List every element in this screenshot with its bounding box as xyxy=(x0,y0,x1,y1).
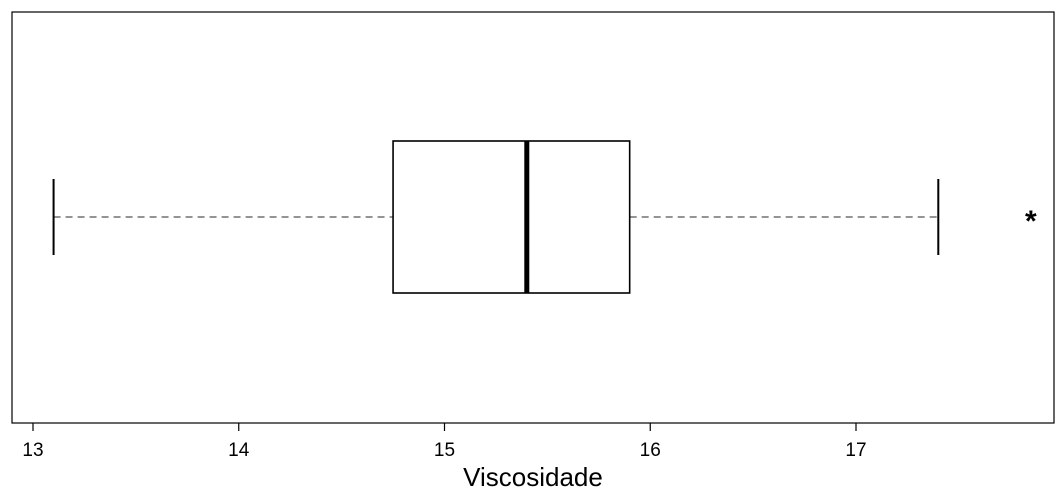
x-axis: 13 14 15 16 17 xyxy=(22,423,867,461)
x-tick-label-16: 16 xyxy=(640,440,661,461)
interquartile-box xyxy=(392,140,631,294)
boxplot-series: * xyxy=(52,140,1037,294)
x-tick-label-13: 13 xyxy=(22,440,43,461)
plot-frame xyxy=(11,11,1055,424)
x-tick-label-14: 14 xyxy=(228,440,250,461)
x-tick-label-15: 15 xyxy=(434,440,455,461)
outlier-marker-0: * xyxy=(1025,205,1037,238)
x-tick-label-17: 17 xyxy=(845,440,866,461)
x-axis-label: Viscosidade xyxy=(463,462,603,488)
